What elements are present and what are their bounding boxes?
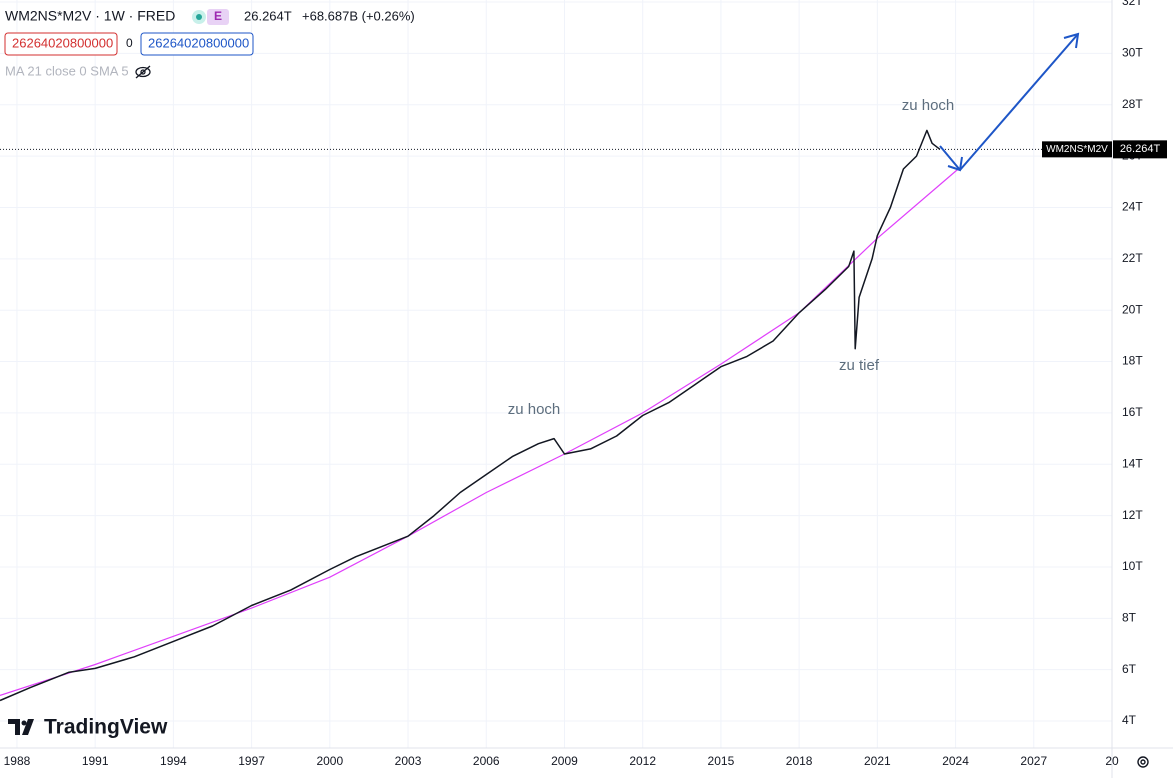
series-tag: WM2NS*M2V [1046, 144, 1108, 155]
annotation: zu hoch [508, 401, 561, 418]
annotation: zu tief [839, 357, 880, 374]
price: 26.264T [244, 8, 292, 23]
box-mid: 0 [126, 36, 133, 50]
y-tick-label: 10T [1122, 559, 1143, 573]
series-line [0, 168, 959, 696]
brand: TradingView [44, 716, 168, 739]
price-tag: 26.264T [1120, 143, 1161, 155]
y-tick-label: 14T [1122, 456, 1143, 470]
y-tick-label: 30T [1122, 46, 1143, 60]
logo: TradingView [8, 716, 168, 739]
indicator-label: MA 21 close 0 SMA 5 [5, 63, 129, 78]
x-tick-label: 1997 [238, 754, 265, 768]
y-tick-label: 22T [1122, 251, 1143, 265]
x-tick-label: 2024 [942, 754, 969, 768]
y-tick-label: 24T [1122, 200, 1143, 214]
x-tick-label: 2006 [473, 754, 500, 768]
x-tick-label: 2018 [786, 754, 813, 768]
plot [0, 129, 1112, 702]
box1: 26264020800000 [12, 35, 113, 50]
x-tick-label: 2000 [316, 754, 343, 768]
box2: 26264020800000 [148, 35, 249, 50]
annotation: zu hoch [902, 97, 955, 114]
status-dot [196, 14, 202, 20]
x-tick-label: 2009 [551, 754, 578, 768]
x-tick-label: 1991 [82, 754, 109, 768]
badge-bg [207, 9, 229, 25]
settings-icon[interactable] [1137, 756, 1149, 768]
x-tick-label: 1994 [160, 754, 187, 768]
badge: E [214, 9, 222, 23]
hide-icon[interactable] [135, 65, 151, 79]
y-tick-label: 20T [1122, 302, 1143, 316]
series-line [0, 129, 941, 702]
x-tick-label: 1988 [4, 754, 31, 768]
x-tick-label: 2012 [629, 754, 656, 768]
x-tick-label: 2021 [864, 754, 891, 768]
y-tick-label: 12T [1122, 508, 1143, 522]
box2-frame [140, 32, 254, 56]
arrow-drawing [939, 32, 1080, 172]
x-tick-label: 2027 [1020, 754, 1047, 768]
change: +68.687B (+0.26%) [302, 8, 415, 23]
x-tick-label: 2015 [708, 754, 735, 768]
series-tag-bg [1042, 141, 1112, 158]
grid [0, 0, 1113, 748]
x-tick-label: 20 [1105, 754, 1119, 768]
y-tick-label: 6T [1122, 662, 1137, 676]
y-tick-label: 18T [1122, 354, 1143, 368]
y-tick-label: 4T [1122, 713, 1137, 727]
y-tick-label: 32T [1122, 0, 1143, 8]
y-tick-label: 16T [1122, 405, 1143, 419]
box1-frame [4, 32, 118, 56]
y-tick-label: 28T [1122, 97, 1143, 111]
price-tag-bg [1113, 140, 1167, 159]
x-tick-label: 2003 [395, 754, 422, 768]
y-tick-label: 8T [1122, 610, 1137, 624]
symbol: WM2NS*M2V · 1W · FRED [5, 8, 175, 24]
